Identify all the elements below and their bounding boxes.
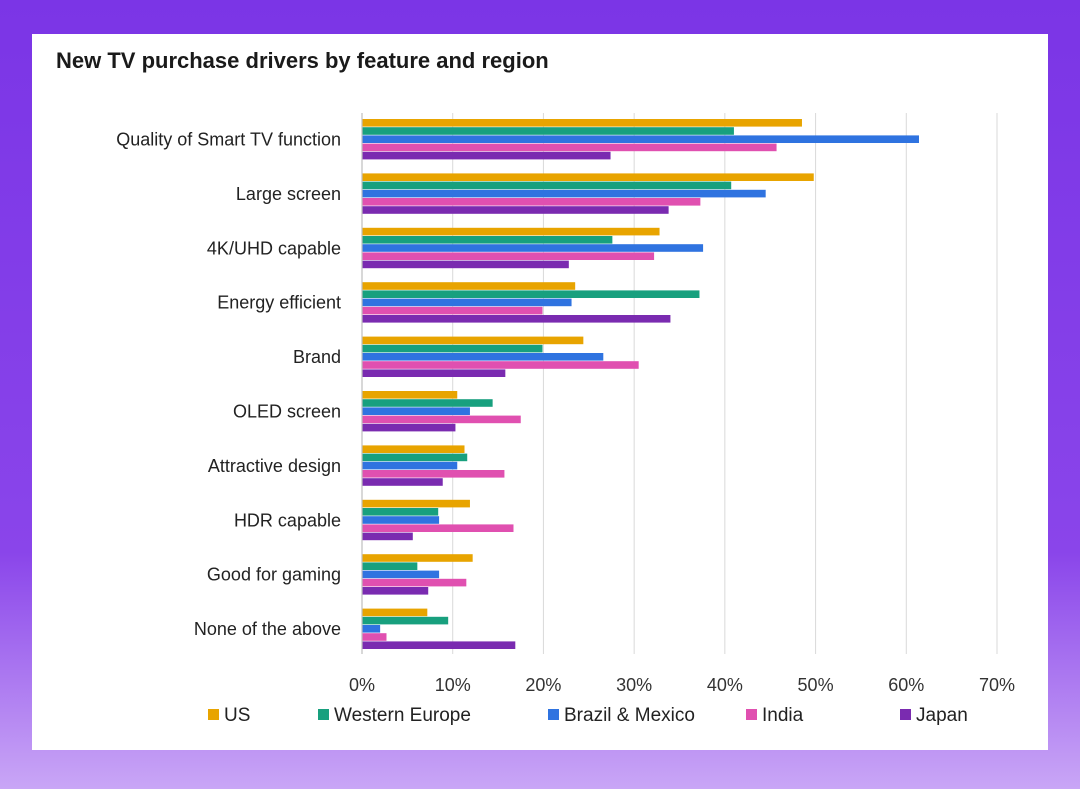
bar [362,532,413,541]
bar [362,260,569,269]
bar [362,407,470,415]
legend-label: Western Europe [334,705,471,726]
category-label: Large screen [236,184,341,204]
bar [362,143,777,152]
category-label: Quality of Smart TV function [116,130,341,150]
bar [362,587,429,595]
bar [362,236,613,244]
bar [362,391,458,399]
x-tick-label: 50% [798,675,834,695]
bar [362,290,700,298]
legend-label: Japan [916,705,968,726]
bar [362,206,669,214]
bar [362,399,493,407]
x-tick-label: 60% [888,675,924,695]
category-label: HDR capable [234,510,341,530]
bar [362,461,458,470]
bar [362,578,467,587]
bar [362,298,572,307]
chart-title: New TV purchase drivers by feature and r… [56,48,549,73]
x-tick-label: 10% [435,675,471,695]
bar [362,516,440,524]
chart-card: New TV purchase drivers by feature and r… [32,34,1048,750]
bar [362,625,381,633]
bar [362,524,514,532]
x-tick-label: 30% [616,675,652,695]
bar [362,641,516,649]
category-label: 4K/UHD capable [207,238,341,258]
bar [362,181,732,190]
bar [362,445,465,453]
bar [362,282,576,290]
bar [362,608,428,617]
legend-swatch [900,709,911,720]
bar [362,306,543,315]
legend-swatch [746,709,757,720]
x-tick-label: 0% [349,675,375,695]
legend-swatch [208,709,219,720]
bar [362,336,584,345]
bar [362,570,440,579]
bar [362,478,443,486]
legend-label: US [224,705,250,726]
legend-label: India [762,705,804,726]
category-label: Attractive design [208,456,341,476]
bar [362,369,506,377]
bar [362,616,449,625]
bar [362,173,814,181]
bar [362,562,418,570]
category-label: Brand [293,347,341,367]
bar [362,554,473,562]
bar [362,198,701,206]
legend-label: Brazil & Mexico [564,705,695,726]
bar [362,508,439,516]
x-tick-label: 20% [525,675,561,695]
x-tick-label: 70% [979,675,1015,695]
bar [362,361,639,369]
category-label: None of the above [194,619,341,639]
bar [362,470,505,478]
bar [362,415,521,424]
bar [362,344,543,353]
bar [362,244,704,252]
bar [362,252,655,260]
bar [362,453,468,462]
bar [362,633,387,641]
legend-swatch [318,709,329,720]
bar [362,135,919,143]
category-label: OLED screen [233,402,341,422]
bar [362,499,470,508]
bar [362,127,734,135]
bar [362,189,766,198]
category-label: Energy efficient [217,293,341,313]
bar [362,353,604,361]
bar-chart: 0% 10% 20% 30% 40% 50% 60% 70% Quality of Smart … [116,113,1015,726]
bar [362,227,660,236]
bar [362,151,611,160]
bar [362,119,802,127]
bar [362,423,456,432]
legend-swatch [548,709,559,720]
bar [362,315,671,323]
category-label: Good for gaming [207,565,341,585]
x-tick-label: 40% [707,675,743,695]
